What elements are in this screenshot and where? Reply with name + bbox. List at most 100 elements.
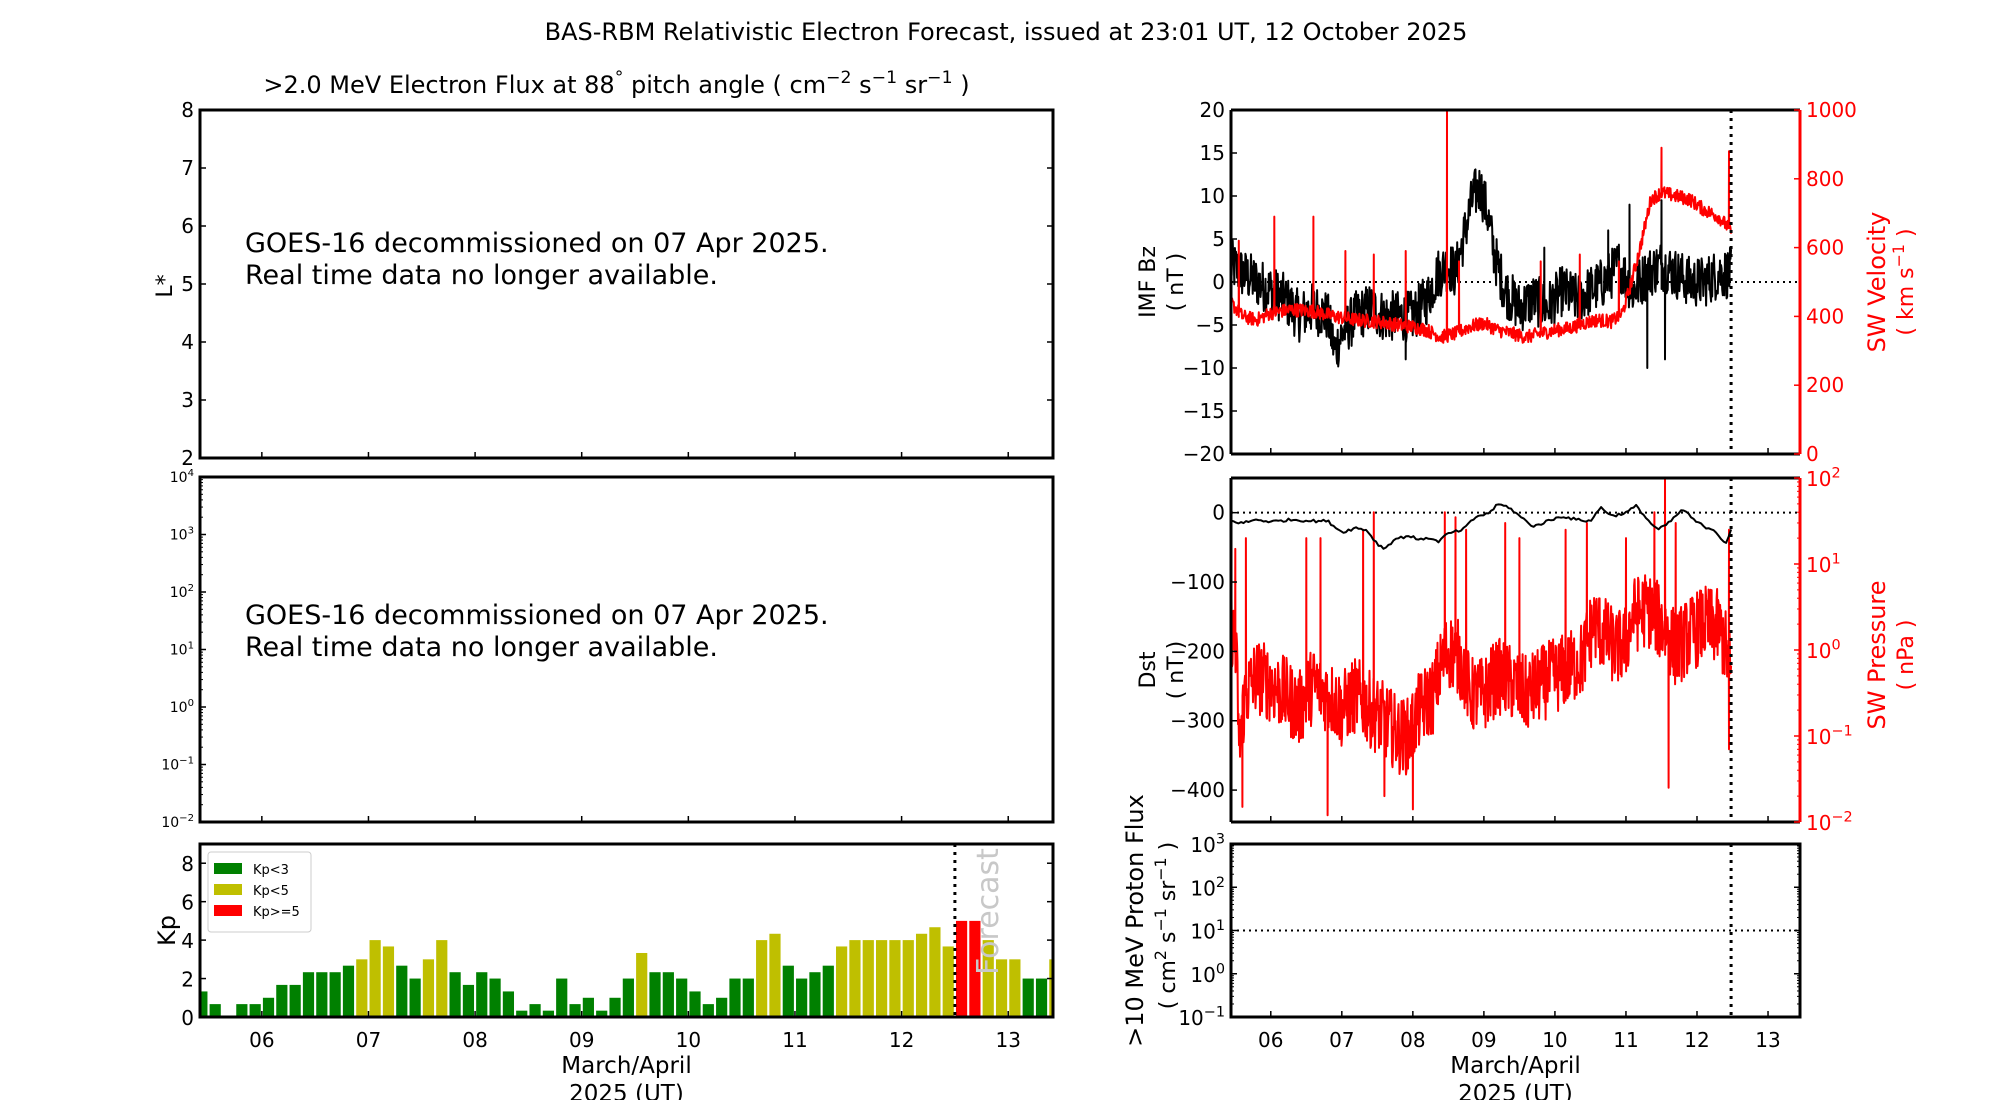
y-right-axis-label: SW Pressure [1863,580,1891,729]
tick-exponent: 1 [1216,918,1225,934]
kp-bar [836,946,848,1017]
y-tick-label: 101 [1190,918,1225,943]
no-data-message: Real time data no longer available. [245,260,718,291]
text-part: ( cm [1156,960,1181,1009]
text-part: s [1156,932,1181,950]
text-part: ( km s [1894,267,1919,335]
y-right-axis-label: SW Velocity [1863,212,1891,353]
x-tick-label: 11 [782,1028,807,1052]
kp-bar [542,1010,554,1017]
kp-bar [596,1010,608,1017]
y-tick-label: 102 [170,583,194,601]
kp-bar [876,940,888,1017]
x-tick-label: 11 [1613,1028,1638,1052]
y-tick-label: 103 [170,526,194,544]
y-tick-label: 4 [181,929,194,953]
tick-base: 10 [161,758,179,774]
x-tick-label: 13 [1755,1028,1780,1052]
y-tick-label: 100 [170,698,194,716]
y-right-tick-label: 10−1 [1806,724,1853,749]
dst-series [1231,503,1733,550]
kp-bar [382,946,395,1017]
x-tick-label: 13 [995,1028,1020,1052]
tick-exponent: 0 [188,698,194,709]
tick-exponent: 4 [188,468,194,479]
kp-bar [1049,959,1053,1017]
text-part: ) [953,71,970,99]
tick-base: 10 [161,815,179,831]
kp-bar [200,991,208,1017]
tick-exponent: 0 [1216,961,1225,977]
kp-panel-frame [198,842,1055,1019]
y-axis-unit: ( nT ) [1164,641,1189,700]
tick-exponent: 1 [1831,552,1840,568]
y-tick-label: 10−1 [161,756,194,774]
kp-bar [569,1004,581,1017]
kp-bar [249,1004,261,1017]
legend-swatch [214,863,242,874]
no-data-message: Real time data no longer available. [245,632,718,663]
kp-bar [462,984,475,1017]
tick-base: 10 [1178,1006,1203,1030]
y-axis-label: >10 MeV Proton Flux [1121,794,1149,1047]
tick-base: 10 [170,528,188,544]
tick-exponent: 2 [1216,875,1225,891]
kp-bar [822,965,834,1017]
y-tick-label: 6 [181,214,194,238]
panel-title: >2.0 MeV Electron Flux at 88° pitch angl… [263,68,969,99]
tick-base: 10 [170,700,188,716]
kp-bar [796,978,808,1017]
kp-bar [209,1004,221,1017]
y-tick-label: 8 [181,98,194,122]
kp-bar [902,940,914,1017]
y-tick-label: 5 [181,272,194,296]
kp-bar [995,959,1008,1017]
y-tick-label: −400 [1170,778,1225,802]
y-tick-label: 102 [1190,875,1225,900]
x-tick-label: 12 [1684,1028,1709,1052]
kp-bar [1035,978,1048,1017]
y-right-tick-label: 101 [1806,552,1841,577]
tick-exponent: 2 [1831,466,1840,482]
plot-layer: 2 3 4 5 6 7 8 L* >2.0 MeV Electron Flux at 88° p… [153,68,1919,1100]
kp-bar [662,972,674,1017]
y-tick-label: −5 [1196,313,1225,337]
tick-exponent: −2 [179,813,194,824]
tick-exponent: 0 [1831,638,1840,654]
tick-base: 10 [1190,963,1215,987]
kp-bar [716,997,728,1017]
kp-bar [369,940,381,1017]
no-data-message: GOES-16 decommissioned on 07 Apr 2025. [245,600,829,631]
sw-pressure-series [1231,478,1733,817]
y-right-tick-label: 100 [1806,638,1841,663]
kp-bar [236,1004,248,1017]
kp-bar [809,972,821,1017]
kp-bar [929,927,941,1017]
legend-swatch [214,884,242,895]
y-tick-label: 104 [170,468,194,486]
kp-bar [302,972,315,1017]
sw-velocity-series [1231,110,1733,344]
x-tick-label: 06 [249,1028,274,1052]
kp-bar [409,978,421,1017]
legend-label: Kp<3 [253,863,289,878]
x-axis-label: March/April [1450,1053,1580,1079]
y-tick-label: 0 [1212,270,1225,294]
y-tick-label: −100 [1170,570,1225,594]
text-part: ) [1156,842,1181,858]
tick-base: 10 [170,470,188,486]
y-tick-label: 6 [181,891,194,915]
y-right-tick-label: 400 [1806,304,1844,328]
text-part: pitch angle ( cm [623,71,826,99]
forecast-label: Forecast [971,848,1006,975]
tick-base: 10 [1806,553,1831,577]
kp-bar [449,972,461,1017]
y-tick-label: 2 [181,968,194,992]
text-part: s [852,71,872,99]
kp-bar [742,978,754,1017]
y-tick-label: 8 [181,852,194,876]
superscript: −1 [927,68,952,88]
kp-bar [982,940,994,1017]
x-tick-label: 08 [462,1028,487,1052]
